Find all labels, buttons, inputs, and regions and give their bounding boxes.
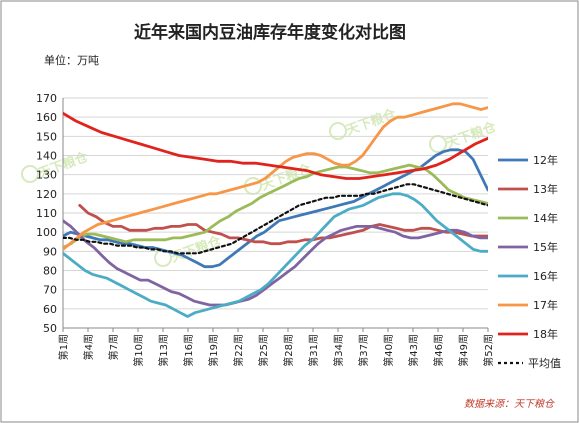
x-tick-label: 第16周 — [182, 334, 195, 367]
x-tick-label: 第46周 — [432, 334, 445, 367]
x-tick-label: 第34周 — [332, 334, 345, 367]
x-tick-label: 第22周 — [232, 334, 245, 367]
legend-label: 18年 — [533, 327, 558, 341]
x-tick-label: 第10周 — [132, 334, 145, 367]
series-line-17年 — [63, 102, 488, 251]
y-tick-label: 70 — [43, 284, 57, 297]
x-tick-label: 第1周 — [57, 334, 70, 360]
unit-label: 单位：万吨 — [44, 53, 99, 67]
y-tick-label: 120 — [36, 188, 57, 201]
legend-label: 12年 — [533, 153, 558, 167]
y-tick-label: 160 — [36, 111, 57, 124]
x-tick-label: 第13周 — [157, 334, 170, 367]
legend-label: 平均值 — [528, 357, 561, 370]
series-line-16年 — [63, 192, 488, 318]
x-tick-label: 第25周 — [257, 334, 270, 367]
x-tick-label: 第31周 — [307, 334, 320, 367]
x-tick-label: 第49周 — [457, 334, 470, 367]
y-tick-label: 90 — [43, 245, 57, 258]
x-tick-label: 第4周 — [82, 334, 95, 360]
x-tick-label: 第40周 — [382, 334, 395, 367]
x-tick-label: 第19周 — [207, 334, 220, 367]
x-tick-label: 第37周 — [357, 334, 370, 367]
source-note: 数据来源：天下粮仓 — [464, 398, 555, 410]
x-tick-label: 第28周 — [282, 334, 295, 367]
legend-label: 13年 — [533, 182, 558, 196]
y-tick-label: 130 — [36, 169, 57, 182]
y-tick-label: 60 — [43, 303, 57, 316]
legend-label: 16年 — [533, 269, 558, 283]
y-tick-label: 100 — [36, 226, 57, 239]
x-axis: 第1周 第4周 第7周 第10周 第13周 第16周 第19周 第22周 第25周 第28周 第31… — [57, 328, 495, 367]
series-lines — [63, 102, 488, 318]
y-tick-label: 140 — [36, 150, 57, 163]
series-line-18年 — [63, 111, 488, 180]
series-line-13年 — [78, 203, 488, 246]
x-tick-label: 第52周 — [482, 334, 495, 367]
legend-label: 15年 — [533, 240, 558, 254]
chart-title: 近年来国内豆油库存年度变化对比图 — [134, 22, 406, 43]
legend-label: 14年 — [533, 211, 558, 225]
series-line-14年 — [63, 163, 488, 249]
y-tick-label: 80 — [43, 265, 57, 278]
y-tick-label: 110 — [36, 207, 57, 220]
x-tick-label: 第43周 — [407, 334, 420, 367]
series-line-15年 — [63, 219, 488, 307]
y-tick-label: 170 — [36, 92, 57, 105]
y-tick-label: 150 — [36, 130, 57, 143]
legend-label: 17年 — [533, 298, 558, 312]
series-line-平均值 — [63, 183, 488, 255]
y-axis: 50 60 70 80 90 100 110 120 130 140 150 160 170 — [36, 92, 488, 335]
x-tick-label: 第7周 — [107, 334, 120, 360]
y-tick-label: 50 — [43, 322, 57, 335]
